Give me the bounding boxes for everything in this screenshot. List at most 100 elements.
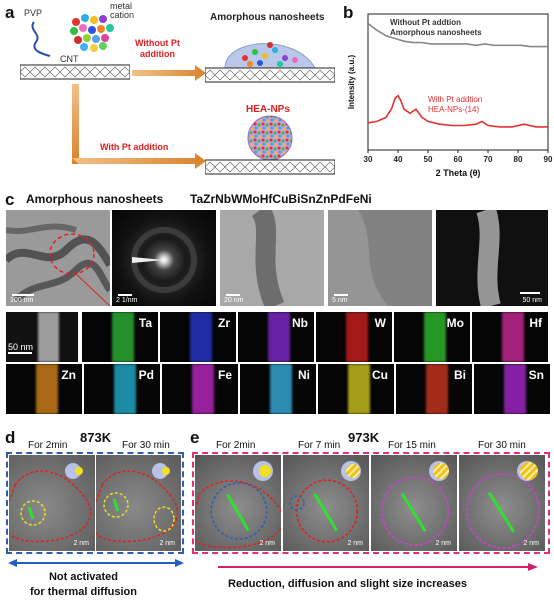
x-tick-label: 80: [514, 155, 523, 164]
panel-e-scale-2: 2 nm: [347, 540, 363, 547]
pvp-polymer-icon: [31, 21, 51, 57]
eds-element-label: Ni: [298, 368, 310, 382]
eds-element-label: Cu: [372, 368, 388, 382]
panel-e-scale-4: 2 nm: [523, 540, 539, 547]
eds-element-label: Zr: [218, 316, 230, 330]
panel-e-images: 2 nm 2 nm 2 nm: [195, 455, 547, 551]
panel-e-arrow: [218, 563, 538, 571]
cnt-tube-left: [20, 64, 130, 80]
panel-label-a: a: [5, 3, 15, 22]
x-tick-label: 60: [454, 155, 463, 164]
x-tick-label: 40: [394, 155, 403, 164]
eds-map-bi: Bi: [396, 364, 472, 414]
x-axis-label: 2 Theta (θ): [436, 168, 481, 178]
panel-e-time-4: For 30 min: [478, 440, 526, 451]
legend-without-pt: Without Pt addtion Amorphous nanosheets: [390, 18, 482, 37]
panel-c-title-left: Amorphous nanosheets: [26, 192, 164, 206]
scalebar-label-6: 50 nm: [8, 342, 34, 352]
panel-e-frame: [192, 452, 550, 554]
eds-map-fe: Fe: [162, 364, 238, 414]
eds-map-zr: Zr: [160, 312, 236, 362]
eds-maps-row-1: 50 nm Ta Zr Nb W Mo Hf: [6, 312, 548, 362]
without-pt-label: Without Pt addition: [135, 38, 180, 59]
eds-maps-row-2: Zn Pd Fe Ni Cu Bi Sn: [6, 364, 550, 414]
eds-map-mo: Mo: [394, 312, 470, 362]
metal-cation-cluster-icon: [70, 14, 114, 52]
x-tick-label: 50: [424, 155, 433, 164]
eds-element-label: Hf: [529, 316, 542, 330]
haadf-map-thumb: 50 nm: [6, 312, 78, 362]
panel-e: e 973K For 2min For 7 min For 15 min For…: [188, 428, 554, 598]
panel-label-c: c: [5, 190, 15, 209]
xrd-series-line-2: [367, 94, 548, 128]
panel-e-time-2: For 7 min: [298, 440, 341, 451]
hea-nps-label: HEA-NPs: [246, 104, 290, 115]
scalebar-label-1: 100 nm: [10, 297, 34, 304]
panel-e-image-1: 2 nm: [195, 455, 281, 551]
panel-e-image-3: 2 nm: [371, 455, 457, 551]
panel-d-caption: Not activated for thermal diffusion: [30, 571, 137, 598]
scalebar-label-3: 20 nm: [224, 297, 244, 304]
panel-d-scale-1: 2 nm: [73, 540, 89, 547]
panel-d-time-1: For 2min: [28, 440, 68, 451]
panel-d: d 873K For 2min For 30 min 2 nm 2 nm Not…: [0, 428, 188, 598]
eds-map-cu: Cu: [318, 364, 394, 414]
eds-element-label: Ta: [138, 316, 152, 330]
saed-pattern: 2 1/nm: [112, 210, 216, 306]
panel-label-d: d: [5, 428, 16, 447]
eds-element-label: Nb: [292, 316, 308, 330]
panel-d-image-1: 2 nm: [9, 455, 95, 551]
eds-map-pd: Pd: [84, 364, 160, 414]
panel-b: b 30 40 50 60 70 80 90 2 Theta (θ) Intensity (a.…: [340, 0, 554, 190]
amorphous-nanosheets-label: Amorphous nanosheets: [210, 12, 325, 23]
panel-d-double-arrow: [8, 559, 184, 567]
eds-element-label: Bi: [454, 368, 466, 382]
x-tick-label: 90: [544, 155, 553, 164]
eds-map-nb: Nb: [238, 312, 314, 362]
tem-image-low-mag: 100 nm: [6, 210, 110, 306]
eds-map-zn: Zn: [6, 364, 82, 414]
panel-c-title-right: TaZrNbWMoHfCuBiSnZnPdFeNi: [190, 192, 372, 206]
cnt-label: CNT: [60, 54, 79, 64]
panel-d-temperature: 873K: [80, 430, 112, 445]
eds-element-label: Fe: [217, 368, 232, 382]
scalebar-label-4: 5 nm: [332, 297, 348, 304]
panel-d-image-2: 2 nm: [96, 455, 181, 551]
hrtem-image-5nm: 5 nm: [328, 210, 432, 306]
scalebar-label-2: 2 1/nm: [116, 297, 138, 304]
process-arrows: [72, 65, 206, 169]
panel-e-temperature: 973K: [348, 430, 380, 445]
with-pt-label: With Pt addition: [100, 142, 169, 152]
panel-e-image-2: 2 nm: [283, 455, 369, 551]
x-tick-label: 30: [364, 155, 373, 164]
panel-e-caption: Reduction, diffusion and slight size inc…: [228, 578, 467, 590]
panel-a: a PVP metal cation CNT Without Pt addi: [0, 0, 340, 190]
panel-d-time-2: For 30 min: [122, 440, 170, 451]
panel-c: c Amorphous nanosheets TaZrNbWMoHfCuBiSn…: [0, 190, 554, 420]
eds-map-ni: Ni: [240, 364, 316, 414]
eds-element-label: Sn: [528, 368, 544, 382]
tem-image-20nm: 20 nm: [220, 210, 324, 306]
eds-map-hf: Hf: [472, 312, 548, 362]
eds-map-w: W: [316, 312, 392, 362]
panel-d-frame: [6, 452, 184, 554]
legend-with-pt: With Pt addtion HEA-NPs-(14): [428, 95, 483, 114]
panel-e-scale-3: 2 nm: [435, 540, 451, 547]
xrd-series-line-1: [367, 22, 548, 48]
panel-e-time-1: For 2min: [216, 440, 256, 451]
amorphous-nanosheet-on-cnt: [205, 42, 335, 83]
eds-map-sn: Sn: [474, 364, 550, 414]
panel-e-image-4: 2 nm: [459, 455, 545, 551]
metal-cation-label: metal cation: [110, 1, 135, 20]
x-tick-label: 70: [484, 155, 493, 164]
pvp-label: PVP: [24, 8, 43, 18]
eds-element-label: Zn: [61, 368, 76, 382]
scalebar-label-5: 50 nm: [522, 297, 542, 304]
panel-label-e: e: [190, 428, 200, 447]
hea-np-on-cnt: [205, 115, 335, 175]
y-axis-label: Intensity (a.u.): [347, 55, 356, 110]
xrd-chart: 30 40 50 60 70 80 90 2 Theta (θ) Intensity (a.u.…: [347, 13, 553, 178]
panel-e-scale-1: 2 nm: [259, 540, 275, 547]
panel-label-b: b: [343, 3, 354, 22]
eds-element-label: W: [374, 316, 386, 330]
